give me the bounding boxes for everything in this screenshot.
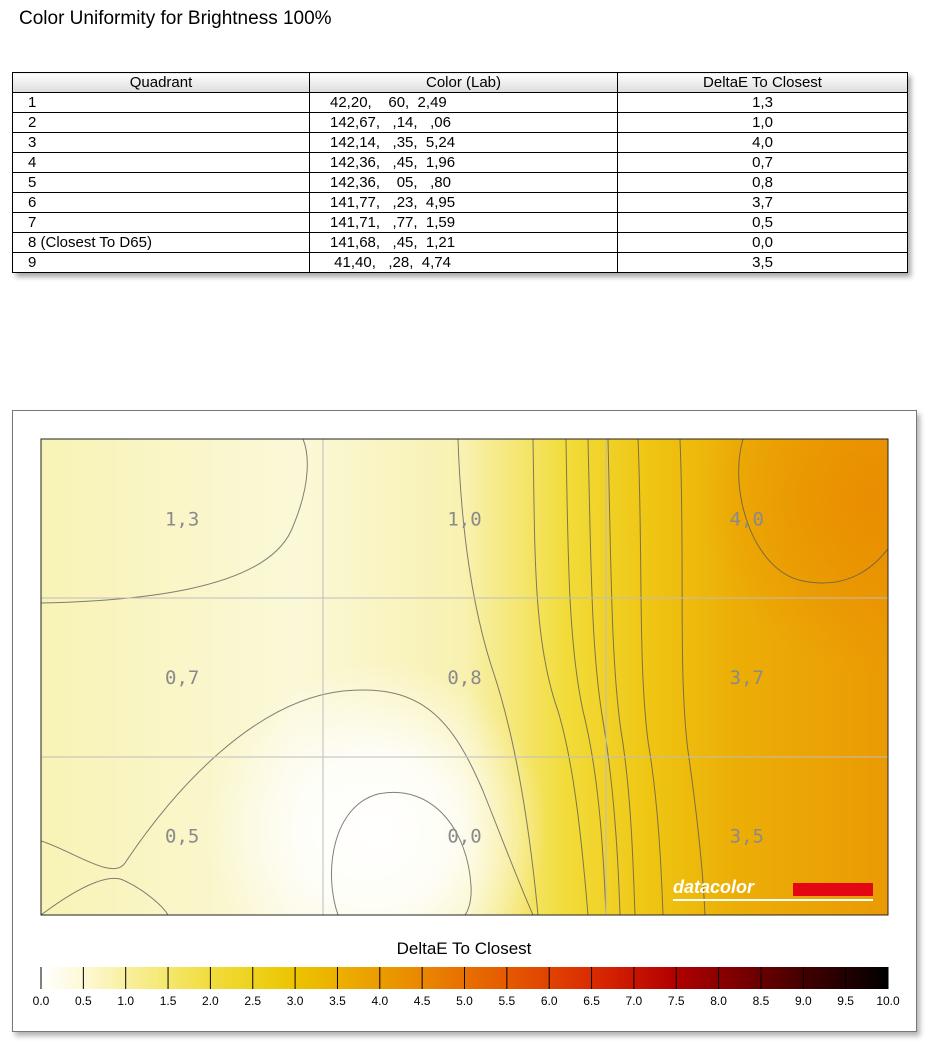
table-row: 3 142,14, ,35, 5,24 4,0 [12, 132, 908, 153]
table-row: 7 141,71, ,77, 1,59 0,5 [12, 212, 908, 233]
deltae-cell: 0,7 [617, 152, 908, 173]
quadrant-cell: 8 (Closest To D65) [12, 232, 310, 253]
heatmap-cell-label: 0,0 [447, 826, 481, 848]
table-row: 6 141,77, ,23, 4,95 3,7 [12, 192, 908, 213]
colorbar-tick-label: 1.0 [117, 994, 134, 1008]
uniformity-table-container: Quadrant Color (Lab) DeltaE To Closest 1… [12, 72, 908, 273]
plot-border [40, 438, 889, 916]
colorbar-tick-label: 7.5 [668, 994, 685, 1008]
grid-lines [41, 439, 888, 915]
deltae-cell: 3,7 [617, 192, 908, 213]
svg-text:datacolor: datacolor [673, 877, 755, 897]
quadrant-cell: 9 [12, 252, 310, 273]
lab-cell: 141,71, ,77, 1,59 [309, 212, 618, 233]
lab-cell: 41,40, ,28, 4,74 [309, 252, 618, 273]
lab-cell: 142,36, 05, ,80 [309, 172, 618, 193]
deltae-cell: 0,0 [617, 232, 908, 253]
colorbar-tick-label: 9.5 [837, 994, 854, 1008]
heatmap-cell-label: 0,8 [447, 667, 481, 689]
quadrant-cell: 4 [12, 152, 310, 173]
colorbar-tick-label: 3.5 [329, 994, 346, 1008]
colorbar-tick-label: 5.0 [456, 994, 473, 1008]
colorbar-tick-label: 6.5 [583, 994, 600, 1008]
table-header-row: Quadrant Color (Lab) DeltaE To Closest [12, 72, 908, 93]
uniformity-heatmap-panel: 1,3 1,0 4,0 0,7 0,8 3,7 0,5 0,0 3,5 datacolor De… [12, 410, 917, 1032]
heatmap-cell-label: 1,3 [165, 508, 199, 530]
colorbar-tick-label: 2.5 [244, 994, 261, 1008]
lab-cell: 141,77, ,23, 4,95 [309, 192, 618, 213]
column-header-color-lab: Color (Lab) [309, 72, 618, 93]
page-title: Color Uniformity for Brightness 100% [19, 8, 332, 29]
colorbar-tick-label: 4.0 [371, 994, 388, 1008]
heatmap-cell-label: 0,5 [165, 826, 199, 848]
colorbar-title: DeltaE To Closest [397, 939, 532, 958]
colorbar-tick-label: 0.0 [33, 994, 50, 1008]
colorbar-tick-label: 8.5 [753, 994, 770, 1008]
colorbar-tick-label: 0.5 [75, 994, 92, 1008]
colorbar-tick-label: 3.0 [287, 994, 304, 1008]
quadrant-cell: 7 [12, 212, 310, 233]
colorbar-tick-label: 4.5 [414, 994, 431, 1008]
table-row: 2 142,67, ,14, ,06 1,0 [12, 112, 908, 133]
colorbar-tick-label: 6.0 [541, 994, 558, 1008]
deltae-cell: 0,5 [617, 212, 908, 233]
lab-cell: 142,67, ,14, ,06 [309, 112, 618, 133]
deltae-cell: 1,0 [617, 112, 908, 133]
column-header-quadrant: Quadrant [12, 72, 310, 93]
colorbar-tick-label: 2.0 [202, 994, 219, 1008]
deltae-cell: 1,3 [617, 92, 908, 113]
deltae-cell: 4,0 [617, 132, 908, 153]
quadrant-cell: 2 [12, 112, 310, 133]
contour-lines [41, 439, 888, 915]
table-row: 5 142,36, 05, ,80 0,8 [12, 172, 908, 193]
colorbar-tick-label: 8.0 [710, 994, 727, 1008]
heatmap-cell-label: 0,7 [165, 667, 199, 689]
colorbar-tick-label: 9.0 [795, 994, 812, 1008]
datacolor-logo: datacolor [673, 877, 873, 901]
uniformity-heatmap-chart: 1,3 1,0 4,0 0,7 0,8 3,7 0,5 0,0 3,5 datacolor De… [33, 438, 900, 1008]
table-row: 1 42,20, 60, 2,49 1,3 [12, 92, 908, 113]
quadrant-cell: 5 [12, 172, 310, 193]
cell-labels: 1,3 1,0 4,0 0,7 0,8 3,7 0,5 0,0 3,5 [165, 508, 764, 847]
colorbar-tick-label: 1.5 [160, 994, 177, 1008]
heatmap-field: 1,3 1,0 4,0 0,7 0,8 3,7 0,5 0,0 3,5 [41, 439, 888, 915]
colorbar-tick-label: 5.5 [499, 994, 516, 1008]
colorbar-tick-label: 7.0 [626, 994, 643, 1008]
table-row: 4 142,36, ,45, 1,96 0,7 [12, 152, 908, 173]
uniformity-table: Quadrant Color (Lab) DeltaE To Closest 1… [12, 72, 908, 273]
table-row: 9 41,40, ,28, 4,74 3,5 [12, 252, 908, 273]
table-row: 8 (Closest To D65) 141,68, ,45, 1,21 0,0 [12, 232, 908, 253]
colorbar-tick-label: 10.0 [876, 994, 900, 1008]
deltae-cell: 3,5 [617, 252, 908, 273]
heatmap-cell-label: 3,7 [730, 667, 764, 689]
colorbar: 0.0 0.5 1.0 1.5 2.0 2.5 3.0 3.5 4.0 4.5 5.0 5.5 6.0 6… [33, 967, 900, 1008]
quadrant-cell: 1 [12, 92, 310, 113]
deltae-cell: 0,8 [617, 172, 908, 193]
heatmap-cell-label: 3,5 [730, 826, 764, 848]
lab-cell: 142,36, ,45, 1,96 [309, 152, 618, 173]
heatmap-cell-label: 4,0 [730, 508, 764, 530]
quadrant-cell: 6 [12, 192, 310, 213]
lab-cell: 42,20, 60, 2,49 [309, 92, 618, 113]
column-header-deltae: DeltaE To Closest [617, 72, 908, 93]
lab-cell: 141,68, ,45, 1,21 [309, 232, 618, 253]
heatmap-cell-label: 1,0 [447, 508, 481, 530]
lab-cell: 142,14, ,35, 5,24 [309, 132, 618, 153]
quadrant-cell: 3 [12, 132, 310, 153]
